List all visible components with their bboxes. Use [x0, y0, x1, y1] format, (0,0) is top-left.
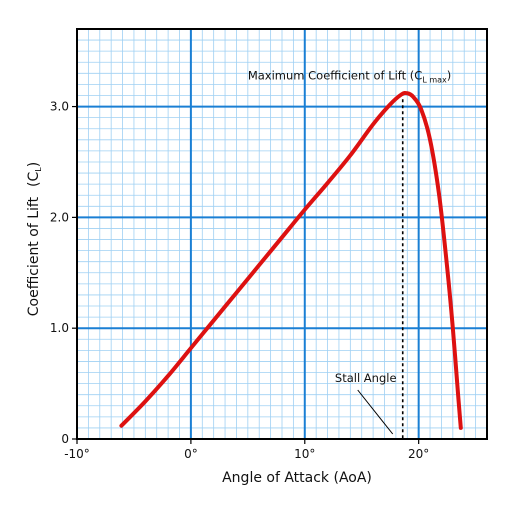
y-axis-title-symbol: C [26, 171, 42, 181]
cl-max-label: Maximum Coefficient of Lift (CL max) [248, 68, 451, 84]
x-tick-label: 20° [408, 447, 429, 461]
x-tick-label: 10° [294, 447, 315, 461]
cl-max-label-sub: L max [422, 75, 447, 84]
x-tick-label: 0° [184, 447, 198, 461]
y-tick-label: 1.0 [50, 321, 69, 335]
y-tick-label: 2.0 [50, 210, 69, 224]
y-tick-label: 0 [61, 432, 69, 446]
cl-max-label-text: Maximum Coefficient of Lift (C [248, 68, 423, 82]
y-tick-label: 3.0 [50, 100, 69, 114]
cl-max-label-close: ) [447, 68, 452, 82]
x-tick-label: -10° [64, 447, 90, 461]
x-axis-title: Angle of Attack (AoA) [222, 470, 372, 486]
y-axis-title-close: ) [26, 162, 42, 167]
y-axis-title: Coefficient of Lift(CL) [26, 162, 43, 317]
y-axis-title-text: Coefficient of Lift [26, 196, 42, 316]
stall-angle-label: Stall Angle [335, 371, 397, 385]
